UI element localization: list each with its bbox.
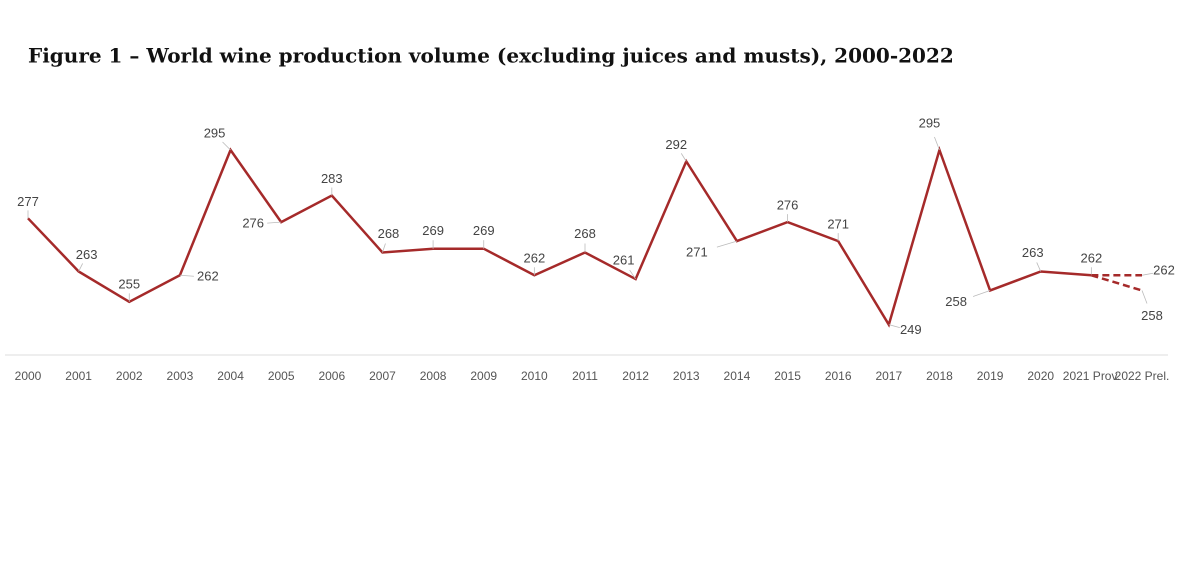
data-label: 295 xyxy=(919,115,941,130)
label-leader xyxy=(267,221,282,224)
x-tick-label: 2019 xyxy=(977,369,1004,383)
data-label: 271 xyxy=(827,217,849,232)
x-tick-label: 2009 xyxy=(470,369,497,383)
x-tick-label: 2018 xyxy=(926,369,953,383)
data-label: 249 xyxy=(900,322,922,337)
label-leader xyxy=(1036,262,1042,272)
x-tick-label: 2014 xyxy=(724,369,751,383)
data-label: 258 xyxy=(945,294,967,309)
x-tick-label: 2022 Prel. xyxy=(1115,369,1170,383)
data-label: 255 xyxy=(118,276,140,291)
data-label: 262 xyxy=(1081,251,1103,266)
x-tick-label: 2012 xyxy=(622,369,649,383)
x-tick-label: 2008 xyxy=(420,369,447,383)
x-tick-label: 2003 xyxy=(167,369,194,383)
data-label: 262 xyxy=(524,251,546,266)
label-leader xyxy=(78,263,83,272)
data-label: 262 xyxy=(197,269,219,284)
x-tick-label: 2007 xyxy=(369,369,396,383)
data-label: 261 xyxy=(613,253,635,268)
x-tick-label: 2020 xyxy=(1027,369,1054,383)
line xyxy=(27,145,1092,328)
x-tick-label: 2000 xyxy=(15,369,42,383)
data-label: 258 xyxy=(1141,308,1163,323)
label-leader xyxy=(382,243,386,253)
data-label: 276 xyxy=(777,198,799,213)
data-label: 271 xyxy=(686,245,708,260)
x-tick-label: 2006 xyxy=(318,369,345,383)
x-tick-label: 2015 xyxy=(774,369,801,383)
label-leader xyxy=(680,153,687,162)
data-label: 292 xyxy=(665,137,687,152)
x-tick-label: 2021 Prov. xyxy=(1063,369,1120,383)
data-label: 263 xyxy=(76,247,98,262)
x-tick-label: 2017 xyxy=(875,369,902,383)
data-label: 269 xyxy=(422,223,444,238)
x-tick-label: 2016 xyxy=(825,369,852,383)
x-tick-label: 2001 xyxy=(65,369,92,383)
label-leader xyxy=(1141,272,1154,276)
label-leader xyxy=(179,274,194,277)
x-tick-label: 2005 xyxy=(268,369,295,383)
data-label: 262 xyxy=(1153,263,1175,278)
x-tick-label: 2004 xyxy=(217,369,244,383)
x-tick-label: 2013 xyxy=(673,369,700,383)
data-label: 277 xyxy=(17,194,39,209)
x-tick-label: 2010 xyxy=(521,369,548,383)
data-label: 263 xyxy=(1022,245,1044,260)
x-tick-label: 2011 xyxy=(572,369,598,383)
label-leader xyxy=(972,290,991,297)
chart-title: Figure 1 – World wine production volume … xyxy=(28,44,954,68)
data-label: 268 xyxy=(378,226,400,241)
data-label: 268 xyxy=(574,226,596,241)
line xyxy=(1091,274,1143,292)
label-leader xyxy=(934,136,940,151)
label-leader xyxy=(716,240,738,248)
data-label: 276 xyxy=(242,216,264,231)
label-leader xyxy=(888,324,900,329)
data-label: 269 xyxy=(473,223,495,238)
data-label: 295 xyxy=(204,125,226,140)
x-tick-label: 2002 xyxy=(116,369,143,383)
data-label: 283 xyxy=(321,171,343,186)
label-leader xyxy=(629,269,636,280)
label-leader xyxy=(222,141,231,151)
label-leader xyxy=(1141,290,1148,304)
